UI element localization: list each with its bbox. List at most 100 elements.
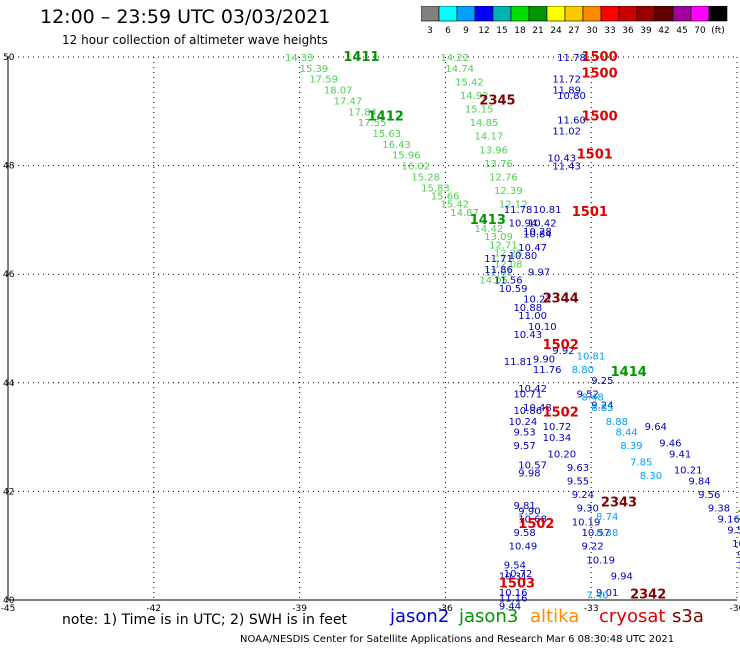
wave-height-label: 9.01 (596, 588, 618, 599)
pass-label: 1503 (499, 577, 535, 592)
wave-height-label: 10.47 (518, 243, 547, 254)
wave-height-label: 17.84 (348, 107, 377, 118)
wave-height-label: 10.43 (513, 330, 542, 341)
pass-label: 1500 (581, 110, 617, 125)
wave-height-label: 10.81 (577, 352, 606, 363)
wave-height-label: 8.85 (591, 403, 613, 414)
wave-height-label: 10.81 (533, 205, 562, 216)
wave-height-label: 9.30 (577, 504, 599, 515)
legend-label: 6 (445, 26, 451, 36)
satellite-label-jason2: jason2 (390, 606, 450, 627)
wave-height-label: 9.46 (659, 439, 681, 450)
satellite-label-jason3: jason3 (459, 606, 519, 627)
wave-height-label: 7.85 (630, 458, 652, 469)
color-scale-bar (421, 6, 728, 22)
wave-height-label: 8.38 (596, 528, 618, 539)
wave-height-label: 9.57 (513, 441, 535, 452)
wave-height-label: 14.33 (285, 53, 314, 64)
satellite-label-altika: altika (530, 606, 580, 627)
wave-height-label: 9.41 (669, 449, 691, 460)
wave-height-label: 12.39 (494, 186, 523, 197)
wave-height-label: 15.63 (373, 129, 402, 140)
wave-height-label: 12.12 (499, 200, 528, 211)
wave-height-label: 12.71 (489, 240, 518, 251)
wave-height-label: 10.57 (518, 460, 547, 471)
wave-height-label: 8.74 (596, 512, 618, 523)
chart-subtitle: 12 hour collection of altimeter wave hei… (62, 33, 328, 47)
legend-label: 33 (604, 26, 615, 36)
y-tick-label: 50 (3, 53, 15, 63)
wave-height-label: 15.83 (421, 183, 450, 194)
y-tick-label: 48 (3, 162, 15, 172)
wave-height-label: 10.42 (528, 219, 557, 230)
wave-height-label: 10.42 (518, 384, 547, 395)
wave-height-label: 9.90 (518, 506, 540, 517)
wave-height-label: 9.52 (577, 390, 599, 401)
wave-height-label: 11.60 (557, 115, 586, 126)
wave-height-label: 17.47 (334, 96, 363, 107)
wave-height-label: 10.28 (523, 227, 552, 238)
wave-height-label: 10.72 (504, 569, 533, 580)
pass-label: 2344 (543, 292, 579, 307)
wave-height-label: 9.94 (611, 572, 633, 583)
pass-label: 1500 (581, 50, 617, 65)
wave-height-label: 10.19 (586, 555, 615, 566)
wave-height-label: 9.54 (504, 561, 526, 572)
wave-height-label: 17.59 (309, 75, 338, 86)
wave-height-label: 9.97 (528, 267, 550, 278)
wave-height-label: 10.48 (523, 403, 552, 414)
wave-height-label: 9.16 (718, 515, 740, 526)
wave-height-label: 9.24 (591, 401, 613, 412)
wave-height-label: 14.85 (470, 118, 499, 129)
chart-title: 12:00 – 23:59 UTC 03/03/2021 (40, 6, 331, 28)
wave-height-label: 10.34 (543, 433, 572, 444)
wave-height-label: 15.42 (441, 200, 470, 211)
pass-label: 14 (737, 509, 740, 524)
wave-height-label: 14.74 (445, 64, 474, 75)
legend-label: 42 (658, 26, 669, 36)
wave-height-label: 8.39 (620, 441, 642, 452)
wave-height-label: 15.42 (455, 77, 484, 88)
wave-height-label: 9.90 (533, 354, 555, 365)
wave-height-label: 9.38 (708, 504, 730, 515)
wave-height-label: 9.63 (567, 463, 589, 474)
pass-label: 1502 (518, 517, 554, 532)
wave-height-label: 10.16 (499, 588, 528, 599)
wave-height-label: 14.17 (475, 132, 504, 143)
x-tick-label: -33 (584, 604, 599, 614)
pass-label: 2343 (601, 495, 637, 510)
wave-height-label: 9.38 (737, 550, 740, 561)
color-scale-labels: 3 6 9 12 15 18 21 24 27 30 33 36 39 42 45 70 (ft) (427, 26, 725, 36)
wave-height-label: 10.3 (737, 561, 740, 572)
y-tick-label: 42 (3, 487, 14, 497)
footnote: note: 1) Time is in UTC; 2) SWH is in fe… (62, 612, 348, 628)
wave-height-label: 11.76 (533, 365, 562, 376)
legend-label: 21 (532, 26, 543, 36)
wave-height-label: 10.71 (513, 390, 542, 401)
legend-label: 45 (676, 26, 687, 36)
wave-height-label: 10.94 (509, 219, 538, 230)
wave-height-label: 9.98 (518, 468, 540, 479)
wave-height-label: 11.02 (552, 126, 581, 137)
pass-label: 1501 (572, 205, 608, 220)
wave-height-label: 9.58 (513, 528, 535, 539)
legend-label: 15 (496, 26, 507, 36)
pass-label: 1502 (543, 406, 579, 421)
wave-height-label: 10.21 (674, 466, 703, 477)
wave-height-label: 10.31 (499, 572, 528, 583)
pass-label: 1501 (577, 148, 613, 163)
x-tick-label: -30 (730, 604, 740, 614)
wave-height-label: 9.53 (513, 428, 535, 439)
wave-height-label: 14.92 (460, 91, 489, 102)
wave-height-label: 8.80 (572, 365, 594, 376)
legend-label: 70 (694, 26, 706, 36)
wave-height-label: 10.20 (547, 449, 576, 460)
pass-label: 1500 (581, 66, 617, 81)
wave-height-label: 13.09 (484, 232, 513, 243)
wave-height-label: 15.66 (431, 191, 460, 202)
legend-label: 12 (478, 26, 489, 36)
wave-height-label: 14.05 (479, 276, 508, 287)
wave-height-label: 16.43 (382, 140, 411, 151)
wave-height-label: 10.27 (523, 295, 552, 306)
